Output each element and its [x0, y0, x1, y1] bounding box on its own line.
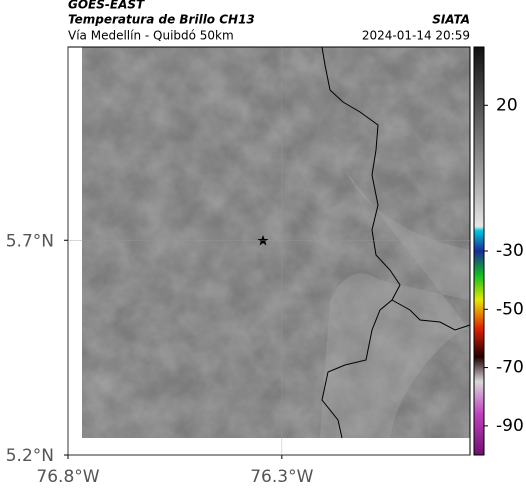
- title: Temperatura de Brillo CH13: [68, 13, 255, 27]
- cloud-texture: [82, 47, 470, 438]
- colorbar-tick-label: 20: [496, 95, 518, 115]
- border: [391, 299, 471, 331]
- y-tick-label: 5.7°N: [6, 231, 54, 251]
- colorbar-tick-label: -30: [496, 241, 524, 261]
- source: GOES-EAST: [68, 0, 145, 12]
- colorbar: [473, 46, 485, 456]
- map: [67, 46, 471, 456]
- brand: SIATA: [432, 13, 470, 27]
- colorbar-tick-label: -90: [496, 416, 524, 436]
- border: [321, 46, 401, 439]
- y-tick-label: 5.2°N: [6, 446, 54, 466]
- colorbar-tick-label: -50: [496, 299, 524, 319]
- colorbar-tick-label: -70: [496, 358, 524, 378]
- region: Vía Medellín - Quibdó 50km: [68, 29, 234, 43]
- x-tick-label: 76.8°W: [36, 467, 99, 487]
- bright-region: [320, 170, 470, 438]
- datetime: 2024-01-14 20:59: [362, 29, 470, 43]
- x-tick-label: 76.3°W: [250, 467, 313, 487]
